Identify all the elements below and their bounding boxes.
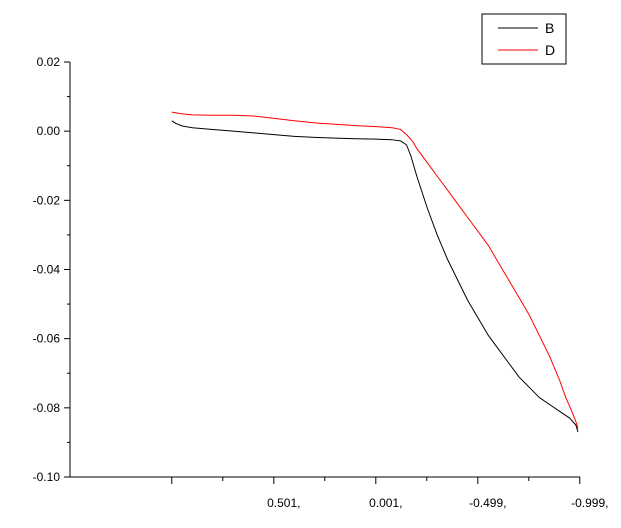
y-tick-label: -0.10 xyxy=(33,470,61,484)
series-line-b xyxy=(171,120,579,433)
legend: BD xyxy=(481,13,567,65)
legend-label-d: D xyxy=(545,42,555,58)
y-tick-label: 0.02 xyxy=(37,55,61,69)
series-line-d xyxy=(171,111,579,429)
legend-box xyxy=(481,13,567,65)
x-tick-label: 0.001, xyxy=(369,496,402,510)
x-tick-label: -0.999, xyxy=(571,496,608,510)
y-tick-label: 0.00 xyxy=(37,124,61,138)
x-tick-label: -0.499, xyxy=(469,496,506,510)
y-tick-label: -0.04 xyxy=(33,263,61,277)
y-tick-label: -0.02 xyxy=(33,193,61,207)
axes: 0.02 0.00 -0.02 -0.04 -0.06 -0.08 -0.10 0.501, 0… xyxy=(33,55,609,510)
y-tick-label: -0.06 xyxy=(33,332,61,346)
x-tick-label: 0.501, xyxy=(267,496,300,510)
legend-label-b: B xyxy=(545,20,554,36)
plot-area xyxy=(171,111,579,433)
y-tick-label: -0.08 xyxy=(33,401,61,415)
